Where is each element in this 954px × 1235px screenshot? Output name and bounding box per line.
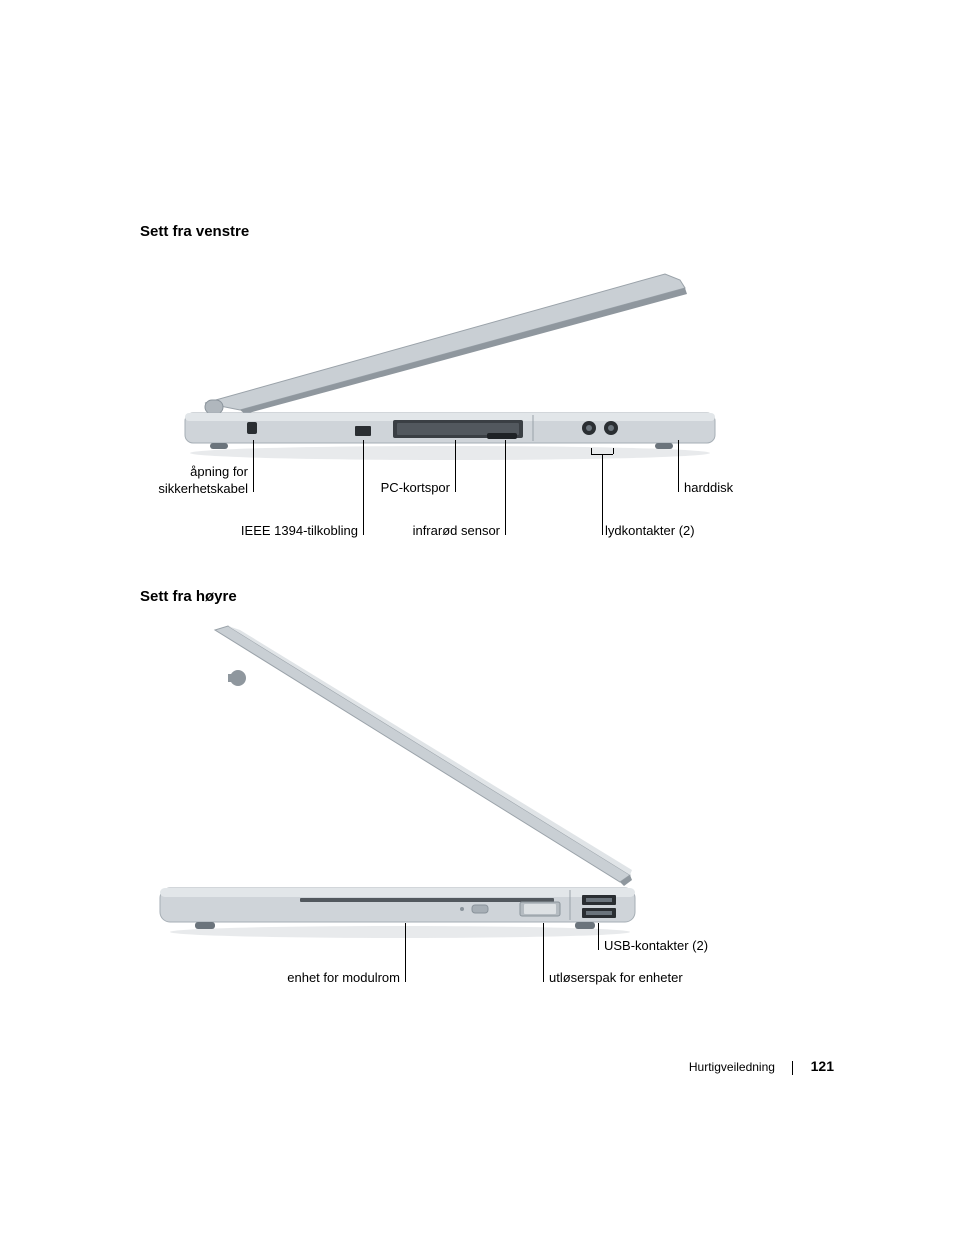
label-module-bay: enhet for modulrom [260, 970, 400, 987]
heading-right-view: Sett fra høyre [140, 588, 237, 605]
label-security-cable: åpning for sikkerhetskabel [120, 464, 248, 498]
label-infrared: infrarød sensor [398, 523, 500, 540]
callout-ieee1394 [363, 440, 364, 535]
footer-separator [792, 1061, 793, 1075]
label-usb: USB-kontakter (2) [604, 938, 708, 955]
label-audio: lydkontakter (2) [605, 523, 695, 540]
heading-left-view: Sett fra venstre [140, 223, 249, 240]
page-footer: Hurtigveiledning 121 [689, 1058, 834, 1075]
callout-security-cable [253, 440, 254, 492]
label-pc-card: PC-kortspor [350, 480, 450, 497]
laptop-right-illustration [150, 620, 660, 940]
callout-audio-fork-t1 [591, 448, 592, 454]
footer-section: Hurtigveiledning [689, 1060, 775, 1074]
callout-infrared [505, 440, 506, 535]
label-release-latch: utløserspak for enheter [549, 970, 683, 987]
callout-usb [598, 923, 599, 950]
label-security-cable-l1: åpning for [190, 464, 248, 479]
callout-release-latch [543, 923, 544, 982]
callout-module-bay [405, 923, 406, 982]
label-security-cable-l2: sikkerhetskabel [158, 481, 248, 496]
callout-audio [602, 454, 603, 535]
label-ieee1394: IEEE 1394-tilkobling [230, 523, 358, 540]
label-harddisk: harddisk [684, 480, 733, 497]
footer-page-number: 121 [811, 1058, 834, 1074]
callout-audio-fork-t2 [613, 448, 614, 454]
laptop-left-illustration [165, 258, 735, 463]
callout-pc-card [455, 440, 456, 492]
callout-harddisk [678, 440, 679, 492]
